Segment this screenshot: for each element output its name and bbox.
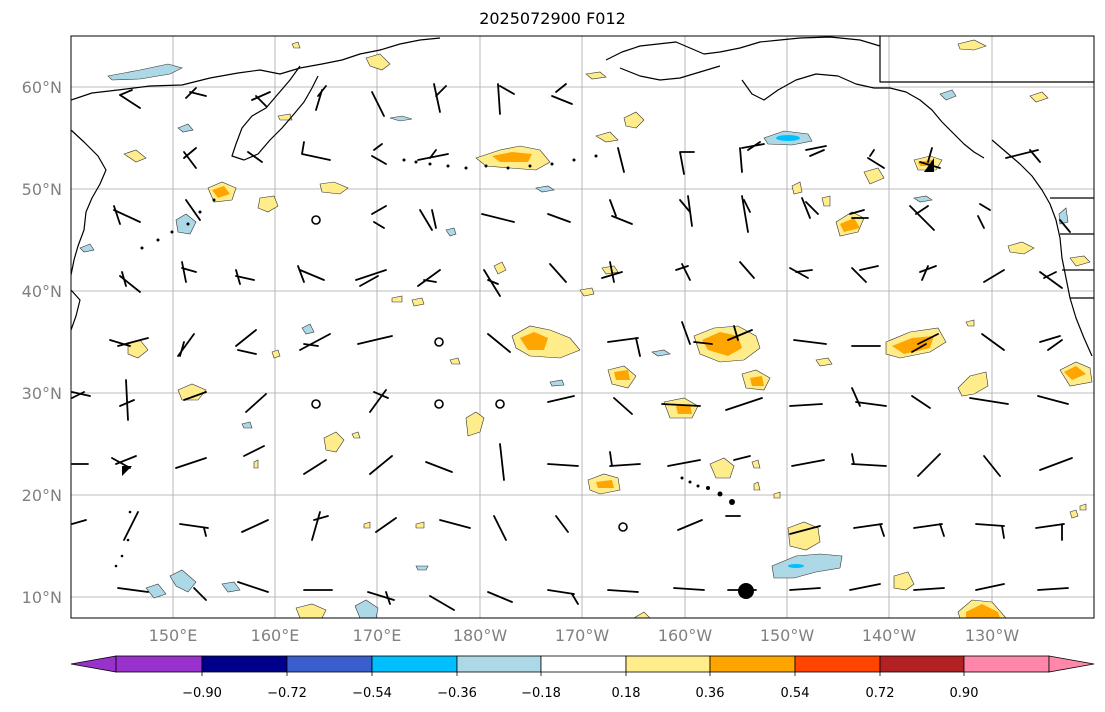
colorbar-tick-label: 0.90 [949,686,979,701]
coastlines [71,36,1094,357]
map-frame [70,35,1095,619]
wind-barb-flags [122,158,934,476]
wind-barbs [71,83,1073,611]
colorbar-tick-label: −0.72 [267,686,307,701]
colorbar-tick-label: 0.54 [780,686,810,701]
colorbar-tick-label: −0.54 [352,686,392,701]
lon-label-170e: 170°E [352,626,402,645]
lat-label-20n: 20°N [21,486,62,505]
lat-label-60n: 60°N [21,78,62,97]
lon-label-160w: 160°W [657,626,713,645]
positive-anomaly-cores [212,152,1086,618]
calm-wind-circles [311,215,628,532]
negative-anomaly-cores [776,135,804,568]
lon-label-140w: 140°W [861,626,917,645]
lon-label-130w: 130°W [964,626,1020,645]
lat-label-30n: 30°N [21,384,62,403]
colorbar-tick-label: 0.72 [865,686,895,701]
colorbar-tick-label: 0.18 [611,686,641,701]
lat-label-50n: 50°N [21,180,62,199]
colorbar-tick-label: 0.36 [695,686,725,701]
lat-label-40n: 40°N [21,282,62,301]
lon-label-150e: 150°E [148,626,198,645]
lon-label-150w: 150°W [759,626,815,645]
lat-label-10n: 10°N [21,588,62,607]
storm-center-marker [738,583,754,599]
colorbar-tick-label: −0.18 [521,686,561,701]
colorbar [70,655,1095,676]
lon-label-160e: 160°E [250,626,300,645]
lon-gridlines [172,36,993,618]
lon-label-170w: 170°W [554,626,610,645]
lon-label-180w: 180°W [452,626,508,645]
colorbar-extension-high [1048,655,1095,673]
colorbar-tick-label: −0.90 [182,686,222,701]
colorbar-ticks [201,672,965,676]
negative-anomaly-patches [79,63,1069,618]
colorbar-extension-low [70,655,117,673]
colorbar-tick-label: −0.36 [437,686,477,701]
map-title: 2025072900 F012 [479,9,626,28]
island-chains [114,154,735,568]
